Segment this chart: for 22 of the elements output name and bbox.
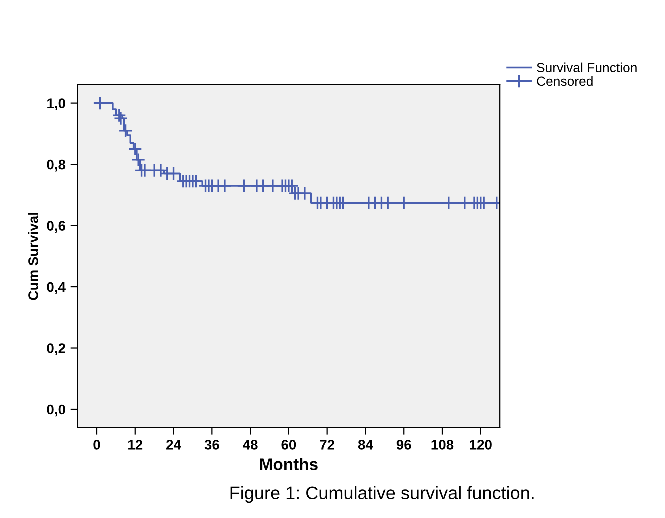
x-tick-label: 0 <box>94 440 100 450</box>
y-tick-label: 0,6 <box>47 221 66 233</box>
x-tick-label: 48 <box>243 440 258 450</box>
x-tick-label: 84 <box>358 440 374 450</box>
y-tick-label: 1,0 <box>48 98 66 111</box>
x-tick-label: 72 <box>320 440 334 450</box>
x-tick-label: 120 <box>470 440 492 450</box>
x-tick-label: 24 <box>166 440 182 450</box>
y-axis-title: Cum Survival <box>28 213 38 300</box>
x-tick-label: 108 <box>432 440 454 450</box>
legend-label: Censored <box>537 76 593 86</box>
caption: Figure 1: Cumulative survival function. <box>230 486 534 504</box>
y-tick-label: 0,2 <box>47 344 66 356</box>
legend-label: Survival Function <box>537 62 637 72</box>
x-tick-label: 12 <box>128 440 143 450</box>
x-tick-label: 96 <box>396 440 412 450</box>
y-tick-label: 0,0 <box>47 404 66 417</box>
x-axis-title: Months <box>260 458 318 470</box>
x-tick-label: 36 <box>204 440 220 450</box>
x-tick-label: 60 <box>282 440 296 450</box>
y-tick-label: 0,4 <box>47 282 66 294</box>
y-tick-label: 0,8 <box>47 160 66 172</box>
